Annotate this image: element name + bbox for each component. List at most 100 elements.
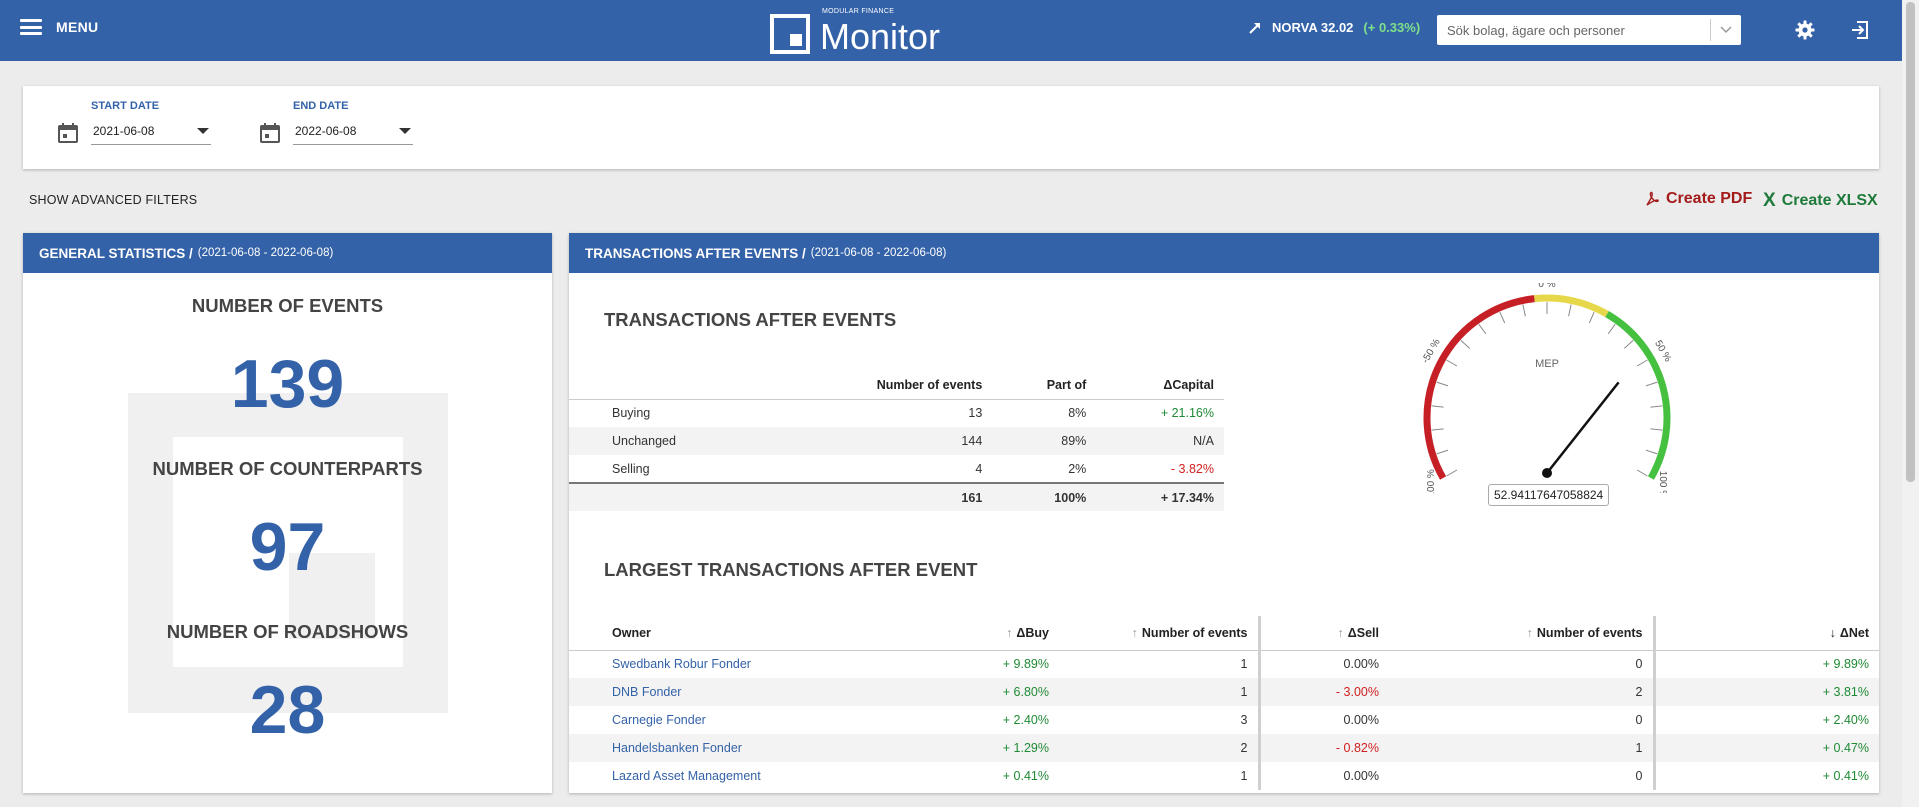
- calendar-icon[interactable]: [259, 122, 281, 144]
- roadshows-value: 28: [249, 672, 326, 748]
- sort-buy-header[interactable]: ↑ ΔBuy: [899, 616, 1059, 651]
- owner-link[interactable]: Carnegie Fonder: [612, 713, 706, 727]
- buy-events-cell: 1: [1059, 762, 1261, 790]
- owner-link[interactable]: Lazard Asset Management: [612, 769, 761, 783]
- table-row: Swedbank Robur Fonder + 9.89% 1 0.00% 0 …: [569, 650, 1879, 678]
- start-date-select[interactable]: 2021-06-08: [91, 120, 211, 145]
- buy-events-cell: 1: [1059, 650, 1261, 678]
- sell-events-cell: 0: [1389, 706, 1656, 734]
- end-date-value: 2022-06-08: [295, 124, 357, 138]
- largest-transactions-table: Owner ↑ ΔBuy ↑ Number of events ↑ ΔSell ↑ Nu…: [569, 616, 1879, 790]
- transactions-range: (2021-06-08 - 2022-06-08): [810, 247, 947, 259]
- general-statistics-title: GENERAL STATISTICS /: [39, 245, 193, 261]
- caret-down-icon: [197, 128, 209, 134]
- table-row: Handelsbanken Fonder + 1.29% 2 - 0.82% 1…: [569, 734, 1879, 762]
- gauge-tick: [1588, 311, 1595, 324]
- gear-icon[interactable]: [1791, 16, 1819, 44]
- excel-icon: X: [1763, 190, 1776, 211]
- end-date-field: END DATE 2022-06-08: [259, 100, 413, 145]
- gauge-tick: [1436, 381, 1449, 387]
- part-cell: 2%: [1068, 461, 1087, 476]
- transactions-section-title: TRANSACTIONS AFTER EVENTS: [604, 309, 897, 330]
- sort-up-icon: ↑: [1337, 625, 1344, 640]
- column-header-label: ΔSell: [1347, 625, 1379, 640]
- sell-events-cell: 0: [1389, 650, 1656, 678]
- create-pdf-button[interactable]: Create PDF: [1644, 190, 1752, 208]
- start-date-field: START DATE 2021-06-08: [57, 100, 211, 145]
- gauge-needle: [1546, 381, 1620, 474]
- sort-sell-events-header[interactable]: ↑ Number of events: [1389, 616, 1656, 651]
- show-advanced-filters-button[interactable]: SHOW ADVANCED FILTERS: [29, 193, 198, 207]
- sell-cell: - 3.00%: [1259, 678, 1389, 706]
- logout-icon[interactable]: [1846, 16, 1874, 44]
- sort-buy-events-header[interactable]: ↑ Number of events: [1059, 616, 1261, 651]
- sort-up-icon: ↑: [1006, 625, 1013, 640]
- owner-link[interactable]: Handelsbanken Fonder: [612, 741, 742, 755]
- column-header-label: Number of events: [1141, 625, 1248, 640]
- transactions-header: TRANSACTIONS AFTER EVENTS / (2021-06-08 …: [569, 233, 1879, 273]
- buy-cell: + 2.40%: [1002, 713, 1049, 727]
- net-cell: + 0.47%: [1654, 734, 1879, 762]
- end-date-select[interactable]: 2022-06-08: [293, 120, 413, 145]
- net-cell: + 3.81%: [1654, 678, 1879, 706]
- calendar-icon[interactable]: [57, 122, 79, 144]
- search-input[interactable]: [1437, 22, 1710, 38]
- pdf-icon: [1646, 191, 1659, 206]
- ticker-name: NORVA 32.02: [1272, 20, 1354, 35]
- buy-cell: + 1.29%: [899, 734, 1059, 762]
- sell-events-cell: 0: [1389, 762, 1656, 790]
- gauge-tick: [1431, 405, 1444, 408]
- owner-link[interactable]: DNB Fonder: [612, 685, 682, 699]
- buy-cell: + 9.89%: [1002, 657, 1049, 672]
- search-divider: [1710, 19, 1711, 41]
- mep-gauge: -100 % -50 % 0 % 50 % 100 % MEP: [1420, 283, 1673, 493]
- row-label: Selling: [612, 461, 650, 476]
- sort-net-header[interactable]: ↓ ΔNet: [1654, 616, 1879, 651]
- net-cell: + 0.41%: [1822, 769, 1869, 783]
- app-logo[interactable]: MODULAR FINANCE Monitor: [770, 8, 940, 60]
- gauge-tick: [1650, 428, 1663, 431]
- sell-cell: - 0.82%: [1259, 734, 1389, 762]
- gauge-needle-pivot: [1542, 468, 1552, 478]
- transactions-title: TRANSACTIONS AFTER EVENTS /: [585, 245, 806, 261]
- top-bar: MENU MODULAR FINANCE Monitor NORVA 32.02…: [0, 0, 1902, 61]
- row-label: Buying: [612, 406, 651, 421]
- menu-button[interactable]: MENU: [20, 19, 98, 35]
- counterparts-value: 97: [249, 509, 326, 585]
- sell-events-cell: 2: [1389, 678, 1656, 706]
- watermark-logo-square: [289, 553, 375, 639]
- table-row: Lazard Asset Management + 0.41% 1 0.00% …: [569, 762, 1879, 790]
- total-part: 100%: [992, 482, 1097, 511]
- start-date-label: START DATE: [91, 100, 160, 112]
- owner-link[interactable]: Swedbank Robur Fonder: [612, 657, 751, 672]
- table-row: Buying 13 8% + 21.16%: [569, 399, 1224, 427]
- gauge-tick-label: 100 %: [1657, 471, 1668, 493]
- date-filter-panel: START DATE 2021-06-08 END DATE: [23, 86, 1879, 169]
- scrollbar-thumb[interactable]: [1906, 2, 1915, 482]
- total-row: 161 100% + 17.34%: [569, 482, 1224, 511]
- hamburger-icon: [20, 19, 42, 35]
- buy-cell: + 6.80%: [899, 678, 1059, 706]
- largest-section-title: LARGEST TRANSACTIONS AFTER EVENT: [604, 559, 978, 580]
- table-row: Unchanged 144 89% N/A: [569, 427, 1224, 455]
- column-header[interactable]: Owner: [569, 616, 899, 651]
- create-xlsx-button[interactable]: X Create XLSX: [1763, 190, 1878, 212]
- buy-events-cell: 1: [1059, 678, 1261, 706]
- end-date-label: END DATE: [293, 100, 349, 112]
- total-label: [569, 482, 774, 511]
- gauge-arc-neutral: [1534, 294, 1609, 318]
- stock-ticker[interactable]: NORVA 32.02 (+ 0.33%): [1248, 20, 1420, 35]
- gauge-tick-label: -100 %: [1426, 469, 1437, 493]
- sort-sell-header[interactable]: ↑ ΔSell: [1259, 616, 1389, 651]
- net-cell: + 2.40%: [1822, 713, 1869, 727]
- gauge-arc-negative: [1423, 295, 1535, 480]
- logo-mark-icon: [770, 14, 810, 54]
- page-scrollbar[interactable]: [1902, 0, 1919, 807]
- total-events: 161: [773, 482, 993, 511]
- general-statistics-header: GENERAL STATISTICS / (2021-06-08 - 2022-…: [23, 233, 552, 273]
- sell-cell: 0.00%: [1343, 657, 1379, 672]
- search-box[interactable]: [1437, 15, 1741, 45]
- capital-cell: N/A: [1096, 427, 1224, 455]
- chevron-down-icon[interactable]: [1711, 23, 1741, 37]
- start-date-value: 2021-06-08: [93, 124, 155, 138]
